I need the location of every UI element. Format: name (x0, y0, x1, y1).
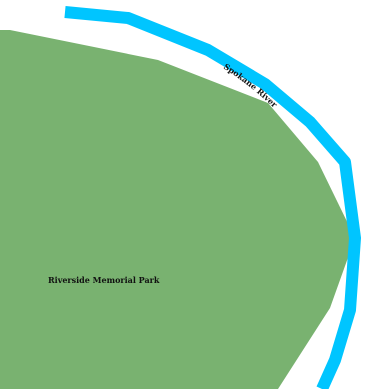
river-line[interactable] (64, 6, 361, 389)
park-area[interactable] (0, 30, 355, 389)
park-label: Riverside Memorial Park (48, 275, 160, 285)
